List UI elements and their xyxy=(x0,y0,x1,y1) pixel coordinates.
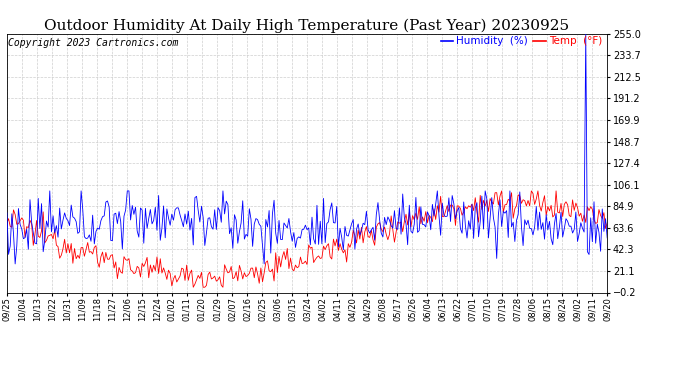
Title: Outdoor Humidity At Daily High Temperature (Past Year) 20230925: Outdoor Humidity At Daily High Temperatu… xyxy=(44,18,570,33)
Legend: Humidity  (%), Temp  (°F): Humidity (%), Temp (°F) xyxy=(440,36,602,46)
Text: Copyright 2023 Cartronics.com: Copyright 2023 Cartronics.com xyxy=(8,38,178,48)
